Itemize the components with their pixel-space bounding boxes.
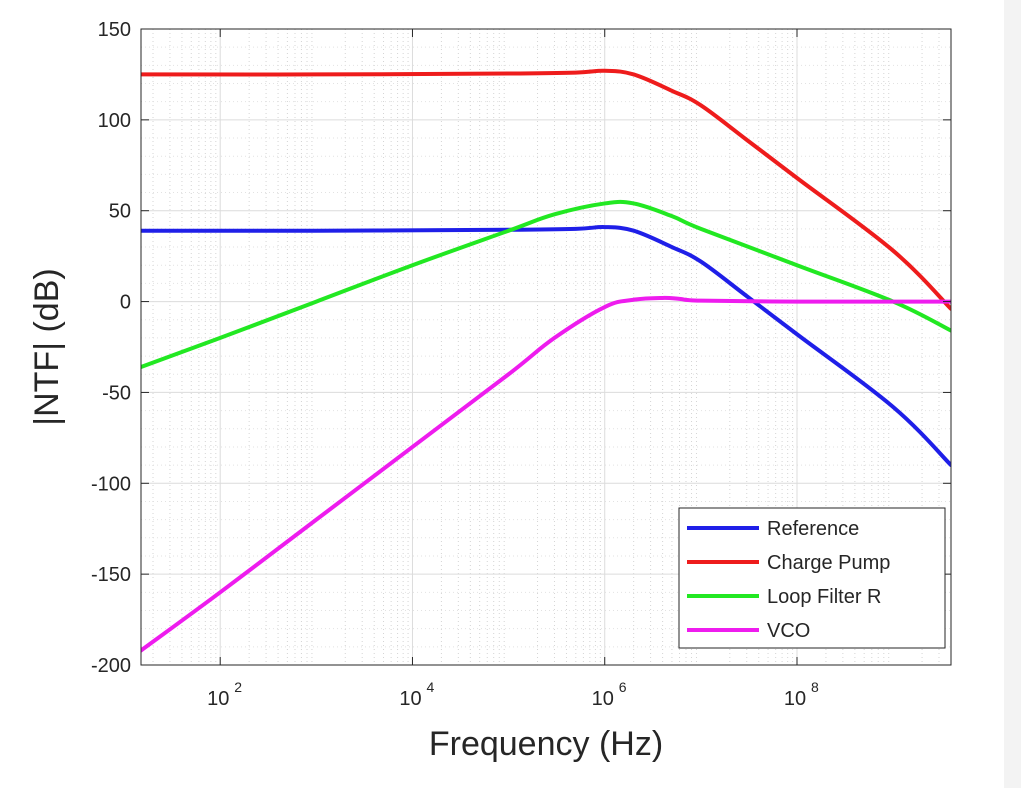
legend-label: Loop Filter R [767,586,882,608]
legend-box [678,507,946,649]
y-tick-label: 0 [120,292,131,314]
axis-ticks [141,28,951,666]
series-line-loop-filter-r [141,199,951,369]
legend-label: Reference [767,518,859,540]
plot-frame [140,28,952,666]
x-axis-label: Frequency (Hz) [429,725,663,763]
legend-label: VCO [767,620,810,642]
x-tick-label: 10 [784,688,806,710]
legend: Reference Charge Pump Loop Filter R VCO [678,507,946,649]
x-tick-label: 10 [207,688,229,710]
series-line-vco [141,295,951,653]
x-tick-exponent: 2 [234,679,242,695]
x-tick-labels: 10 2 10 4 10 6 10 8 [207,679,819,710]
y-axis-label: |NTF| (dB) [28,268,66,425]
series-lines [141,68,951,653]
series-line-reference [141,225,951,468]
y-tick-label: 100 [98,110,131,132]
legend-label: Charge Pump [767,552,890,574]
x-tick-label: 10 [592,688,614,710]
x-tick-label: 10 [399,688,421,710]
y-tick-label: -100 [91,473,131,495]
x-tick-exponent: 4 [426,679,434,695]
x-tick-exponent: 8 [811,679,819,695]
y-tick-label: -150 [91,564,131,586]
x-tick-exponent: 6 [619,679,627,695]
y-tick-labels: 150 100 50 0 -50 -100 -150 -200 [91,19,131,677]
y-tick-label: 50 [109,201,131,223]
series-line-charge-pump [141,68,951,311]
ntf-chart: 10 2 10 4 10 6 10 8 150 100 50 0 -50 -100 -150 -200 Fr… [28,19,952,763]
window-edge-strip [1004,0,1021,788]
minor-grid [141,29,951,665]
y-tick-label: -50 [102,382,131,404]
y-tick-label: -200 [91,655,131,677]
y-tick-label: 150 [98,19,131,41]
